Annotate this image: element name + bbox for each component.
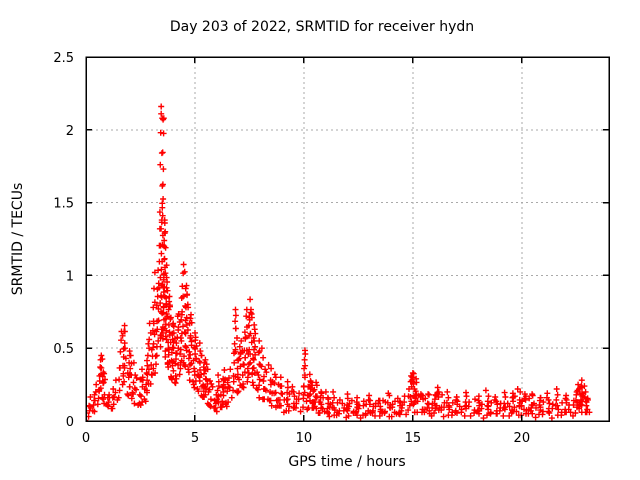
chart-title: Day 203 of 2022, SRMTID for receiver hyd… xyxy=(170,19,474,35)
y-tick-label: 2.5 xyxy=(53,51,74,66)
tick-labels: 0 5 10 15 20 0 0.5 1 1.5 2 2.5 xyxy=(53,51,530,446)
y-axis-label: SRMTID / TECUs xyxy=(10,183,26,296)
x-axis-label: GPS time / hours xyxy=(288,454,405,470)
x-tick-label: 20 xyxy=(514,431,531,446)
x-tick-label: 15 xyxy=(405,431,422,446)
y-tick-label: 1 xyxy=(66,269,74,284)
x-tick-label: 0 xyxy=(82,431,90,446)
x-tick-label: 5 xyxy=(191,431,199,446)
y-tick-label: 2 xyxy=(66,124,74,139)
gridlines xyxy=(86,57,609,421)
plot-border-and-ticks xyxy=(85,56,610,422)
y-tick-label: 0.5 xyxy=(53,342,74,357)
y-tick-label: 0 xyxy=(66,415,74,430)
data-points xyxy=(86,103,593,421)
x-tick-label: 10 xyxy=(296,431,313,446)
y-tick-label: 1.5 xyxy=(53,197,74,212)
